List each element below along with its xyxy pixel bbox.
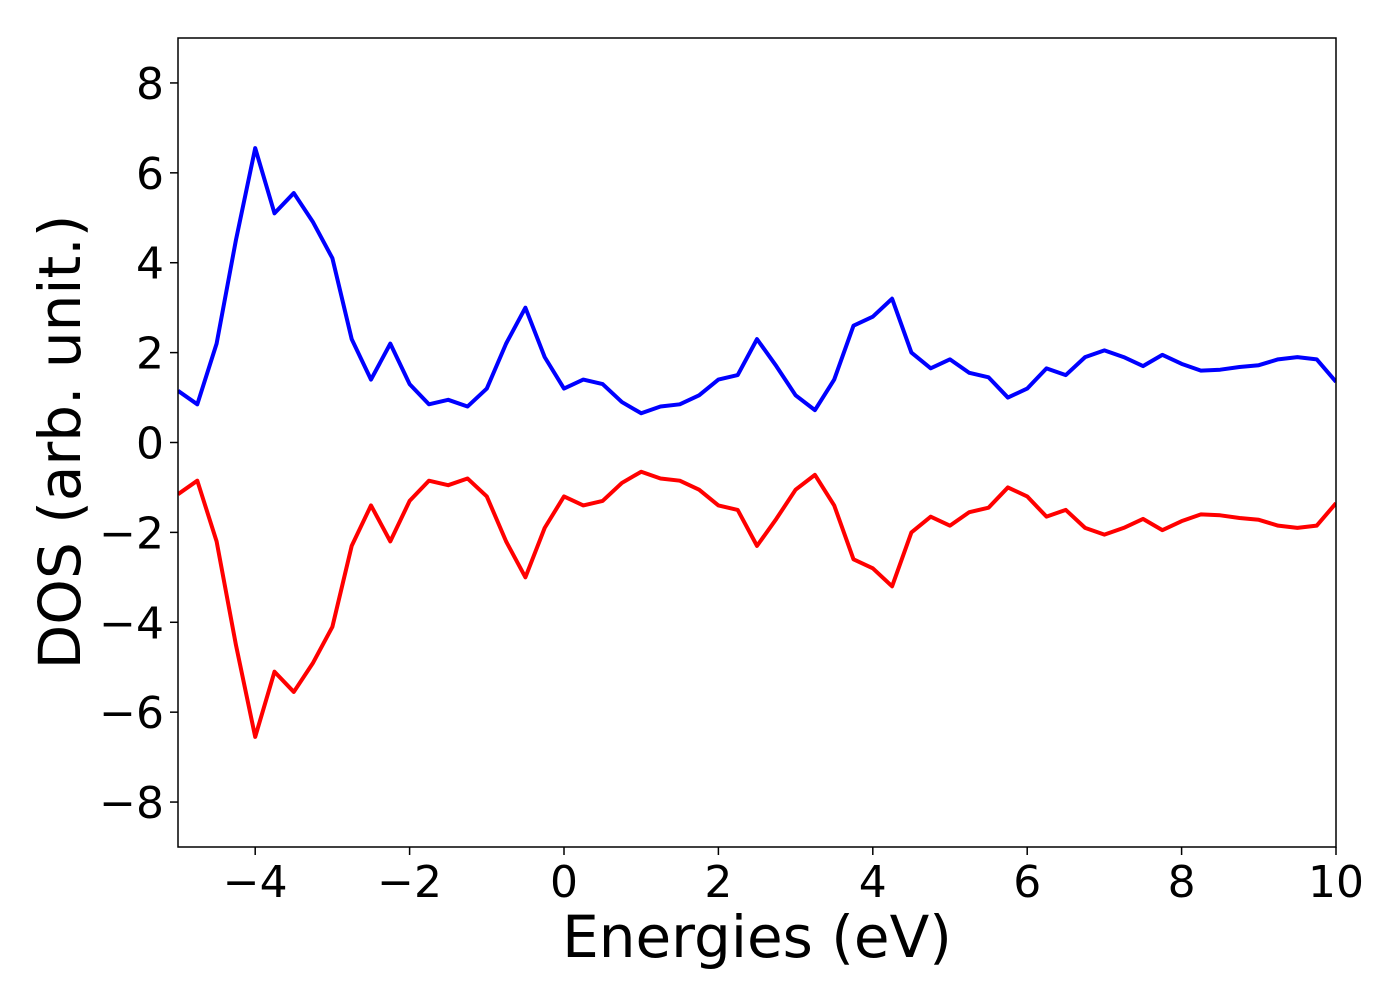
y-tick-label: 6 [136, 149, 164, 200]
y-tick-label: 0 [136, 419, 164, 470]
y-tick-label: −4 [99, 598, 164, 649]
x-tick-label: 4 [859, 857, 887, 908]
x-tick-label: 2 [704, 857, 732, 908]
x-tick-label: −4 [223, 857, 288, 908]
y-tick-label: 2 [136, 329, 164, 380]
y-tick-label: −2 [99, 508, 164, 559]
x-tick-label: 10 [1308, 857, 1364, 908]
x-tick-label: 8 [1168, 857, 1196, 908]
x-tick-label: 0 [550, 857, 578, 908]
plot-frame [177, 37, 1337, 848]
y-tick-label: −6 [99, 688, 164, 739]
y-tick-label: −8 [99, 778, 164, 829]
x-tick-label: 6 [1013, 857, 1041, 908]
y-tick-label: 4 [136, 239, 164, 290]
y-axis-label: DOS (arb. unit.) [26, 215, 94, 670]
dos-line [178, 146, 1336, 416]
x-axis-label: Energies (eV) [562, 903, 952, 971]
dos-line [178, 469, 1336, 739]
x-tick-label: −2 [377, 857, 442, 908]
y-tick-label: 8 [136, 59, 164, 110]
